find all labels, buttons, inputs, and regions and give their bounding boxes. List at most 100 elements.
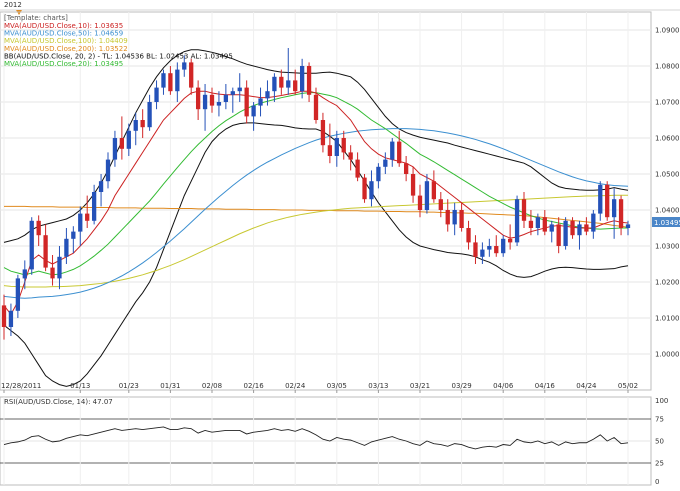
bollinger-lower-line: [3, 122, 629, 387]
price-axis: 1.0900 1.0800 1.0700 1.0600 1.0500 1.0400 1.03…: [655, 27, 680, 359]
candle-body: [78, 213, 83, 232]
candle-body: [445, 210, 450, 225]
date-tick-label: 02/24: [285, 382, 306, 390]
candle-body: [355, 159, 360, 178]
rsi-tick-label: 50: [655, 438, 664, 446]
price-tick-label: 1.0900: [655, 27, 680, 35]
template-label: [Template: charts]: [4, 14, 68, 22]
candle-body: [22, 269, 27, 279]
candle-body: [209, 94, 215, 106]
date-axis: 12/28/2011 01/13 01/23 01/31 02/08 02/16 02/24…: [1, 382, 638, 393]
candle-body: [64, 238, 69, 257]
candle-body: [383, 159, 388, 167]
price-tick-label: 1.0200: [655, 279, 680, 287]
date-tick-label: 01/13: [70, 382, 90, 390]
legend-entry: MVA(AUD/USD.Close,10): 1.03635: [4, 22, 123, 30]
candle-body: [452, 210, 457, 225]
legend-entry: MVA(AUD/USD.Close,20): 1.03495: [4, 60, 123, 68]
date-tick-label: 12/28/2011: [1, 382, 41, 390]
candle-body: [112, 138, 118, 160]
candle-body: [403, 163, 409, 174]
candle-body: [348, 152, 353, 160]
rsi-tick-label: 25: [655, 460, 664, 468]
candle-body: [279, 76, 284, 88]
rsi-label: RSI(AUD/USD.Close, 14): 47.07: [4, 398, 113, 406]
candle-body: [501, 238, 506, 254]
candle-body: [376, 166, 381, 182]
candle-body: [216, 102, 222, 106]
rsi-grid: [0, 397, 651, 485]
candle-body: [43, 235, 48, 268]
candle-body: [514, 199, 520, 243]
candle-body: [473, 242, 478, 257]
candle-body: [327, 145, 333, 156]
price-tick-label: 1.0100: [655, 315, 680, 323]
candle-body: [57, 256, 62, 279]
candle-body: [390, 141, 395, 160]
candle-body: [438, 199, 443, 210]
candle-body: [431, 181, 437, 200]
date-tick-label: 04/16: [535, 382, 556, 390]
legend-entry: MVA(AUD/USD.Close,50): 1.04659: [4, 30, 123, 38]
candle-body: [625, 224, 631, 228]
candle-body: [459, 210, 464, 228]
candle-body: [494, 246, 499, 254]
candle-body: [244, 87, 249, 117]
candle-body: [36, 220, 41, 236]
candle-body: [507, 238, 513, 243]
candle-body: [424, 181, 430, 210]
last-price-value: 1.03495: [654, 219, 680, 227]
candle-body: [487, 246, 492, 250]
candle-body: [528, 220, 534, 228]
price-tick-label: 1.0800: [655, 63, 680, 71]
date-tick-label: 04/24: [576, 382, 597, 390]
candle-body: [306, 66, 312, 95]
price-tick-label: 1.0600: [655, 135, 680, 143]
year-label: 2012: [4, 1, 22, 9]
candle-body: [397, 141, 402, 164]
candle-body: [549, 224, 554, 232]
candle-body: [521, 199, 527, 221]
candle-body: [85, 213, 90, 221]
candle-body: [320, 120, 326, 146]
candle-body: [251, 105, 256, 117]
date-tick-label: 02/08: [202, 382, 222, 390]
candle-body: [611, 199, 617, 218]
candle-body: [154, 87, 159, 102]
candle-body: [182, 62, 187, 70]
candle-body: [535, 217, 541, 228]
candle-body: [598, 184, 603, 214]
candle-body: [480, 249, 485, 257]
candle-body: [71, 231, 76, 239]
candle-body: [618, 199, 624, 228]
candle-body: [265, 91, 270, 99]
candle-body: [466, 228, 471, 243]
candle-body: [133, 120, 138, 131]
candle-body: [563, 220, 568, 246]
rsi-line: [3, 426, 629, 450]
legend-entry: BB(AUD/USD.Close, 20, 2) - TL: 1.04536 B…: [4, 52, 233, 60]
rsi-tick-label: 100: [655, 397, 668, 405]
candle-body: [126, 130, 131, 149]
candle-body: [299, 66, 305, 92]
candle-body: [175, 69, 180, 92]
candlesticks: [1, 48, 631, 340]
candle-body: [15, 278, 21, 311]
candle-body: [91, 192, 97, 221]
candle-body: [286, 80, 291, 88]
price-tick-label: 1.0500: [655, 171, 680, 179]
price-tick-label: 1.0700: [655, 99, 680, 107]
candle-body: [1, 305, 7, 327]
date-tick-label: 03/29: [452, 382, 472, 390]
candle-body: [202, 94, 208, 110]
candle-body: [98, 181, 104, 192]
date-tick-label: 04/06: [493, 382, 514, 390]
candle-body: [8, 310, 14, 327]
candle-body: [369, 181, 374, 200]
price-tick-label: 1.0300: [655, 243, 680, 251]
date-tick-label: 01/31: [160, 382, 180, 390]
candle-body: [542, 217, 547, 232]
candle-body: [584, 224, 589, 232]
candle-body: [570, 220, 575, 236]
